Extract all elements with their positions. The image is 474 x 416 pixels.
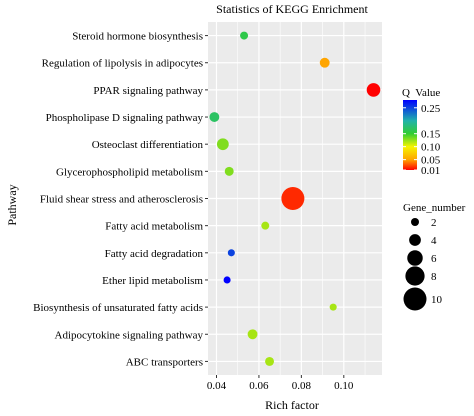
data-point — [247, 329, 258, 340]
gene-number-legend-title: Gene_number — [403, 202, 466, 214]
gene-number-key — [405, 266, 425, 286]
data-point — [261, 221, 270, 230]
data-point — [224, 166, 234, 176]
q-value-colorbar — [403, 100, 417, 170]
y-tick-label: Osteoclast differentiation — [92, 139, 204, 151]
gene-number-key-label: 10 — [431, 294, 443, 306]
y-tick-label: Fatty acid degradation — [105, 248, 204, 260]
y-tick-label: Fluid shear stress and atherosclerosis — [40, 194, 203, 206]
gene-number-key — [411, 218, 419, 226]
y-tick-label: Steroid hormone biosynthesis — [72, 31, 203, 43]
data-point — [319, 57, 330, 68]
data-point — [209, 112, 220, 122]
data-point — [329, 303, 337, 311]
x-axis-label: Rich factor — [265, 398, 319, 412]
q-value-ticks: 0.25 0.150.100.050.01 — [403, 103, 441, 177]
x-tick-label: 0.10 — [334, 380, 354, 392]
gene-number-key — [407, 250, 423, 266]
q-value-legend: Q Value 0.25 0.150.100.050.01 — [402, 87, 441, 177]
q-value-tick-label: 0.15 — [421, 129, 441, 141]
q-value-tick-label: 0.25 — [421, 103, 441, 115]
gene-number-keys: 2 4 6 8 10 — [403, 217, 443, 311]
y-tick-label: PPAR signaling pathway — [93, 85, 203, 97]
gene-number-key-label: 4 — [431, 235, 437, 247]
data-point — [227, 249, 235, 257]
gene-number-key-label: 8 — [431, 271, 437, 283]
y-tick-label: Adipocytokine signaling pathway — [55, 329, 204, 341]
y-tick-label: ABC transporters — [126, 356, 203, 368]
data-point — [366, 83, 381, 97]
data-point — [223, 276, 231, 284]
x-tick-label: 0.08 — [292, 380, 312, 392]
gene-number-key — [409, 234, 421, 246]
gene-number-key-label: 6 — [431, 253, 437, 265]
y-tick-label: Glycerophospholipid metabolism — [56, 166, 203, 178]
gene-number-key — [403, 287, 427, 311]
y-axis-label: Pathway — [5, 184, 19, 225]
y-tick-label: Regulation of lipolysis in adipocytes — [42, 58, 203, 70]
x-axis-ticks: 0.04 0.06 0.08 0.10 — [207, 375, 354, 392]
data-point — [216, 138, 229, 151]
q-value-tick-label: 0.10 — [421, 142, 441, 154]
data-point — [281, 187, 305, 210]
x-tick-label: 0.04 — [207, 380, 227, 392]
y-tick-label: Phospholipase D signaling pathway — [46, 112, 204, 124]
x-tick-label: 0.06 — [249, 380, 269, 392]
y-axis-ticks: Steroid hormone biosynthesis Regulation o… — [33, 31, 208, 368]
y-tick-label: Biosynthesis of unsaturated fatty acids — [33, 302, 203, 314]
q-value-tick-label: 0.01 — [421, 165, 440, 177]
q-value-legend-title: Q Value — [402, 87, 440, 99]
q-value-tick-label: 0.05 — [421, 155, 441, 167]
y-tick-label: Ether lipid metabolism — [102, 275, 203, 287]
gene-number-legend: Gene_number 2 4 6 8 10 — [403, 202, 466, 311]
data-point — [265, 356, 275, 366]
chart-title: Statistics of KEGG Enrichment — [216, 2, 368, 16]
gene-number-key-label: 2 — [431, 217, 437, 229]
data-points — [209, 31, 381, 366]
y-tick-label: Fatty acid metabolism — [105, 221, 203, 233]
data-point — [240, 31, 249, 40]
